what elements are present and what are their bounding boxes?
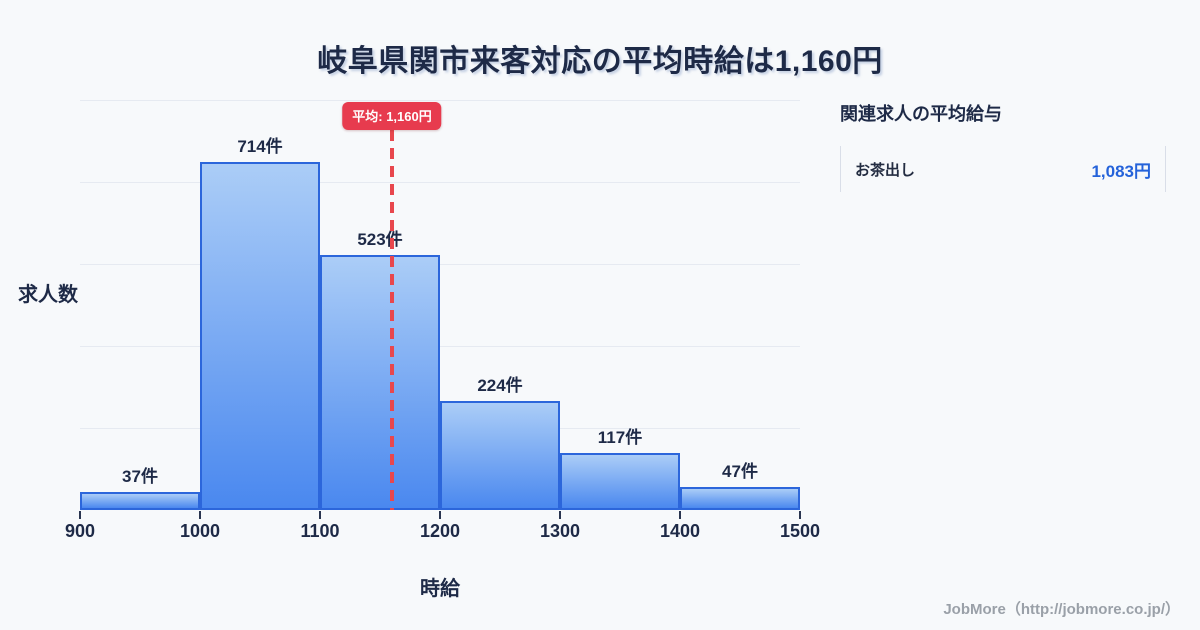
gridline <box>80 182 800 183</box>
x-axis-tick-label: 1200 <box>419 521 461 541</box>
x-axis-tick <box>799 511 801 519</box>
salary-row-value: 1,083円 <box>1091 161 1151 181</box>
bar-value-label: 37件 <box>122 466 158 486</box>
gridline <box>80 100 800 101</box>
x-axis-tick-label: 1100 <box>300 521 340 541</box>
y-axis-label: 求人数 <box>18 284 78 306</box>
x-axis-tick <box>679 511 681 519</box>
x-axis-label: 時給 <box>420 578 460 600</box>
histogram-bar <box>560 452 680 510</box>
salary-row-label: お茶出し <box>855 161 916 179</box>
x-axis-tick-label: 1000 <box>179 521 221 541</box>
page-title: 岐阜県関市来客対応の平均時給は1,160円 <box>317 45 883 78</box>
x-axis-tick-label: 1300 <box>539 521 581 541</box>
salary-row: お茶出し 1,083円 <box>840 146 1166 192</box>
histogram-bar <box>680 487 800 510</box>
histogram-bar <box>80 491 200 510</box>
x-axis-tick-label: 900 <box>64 521 96 541</box>
bar-value-label: 224件 <box>477 375 523 395</box>
mean-badge: 平均: 1,160円 <box>342 102 442 130</box>
side-panel-title: 関連求人の平均給与 <box>840 104 1002 124</box>
bar-value-label: 117件 <box>597 427 643 447</box>
plot-area: 37件 714件 523件 224件 117件 47件 900 1000 1100 1200 130… <box>65 100 820 541</box>
x-axis-tick <box>559 511 561 519</box>
gridline <box>80 346 800 347</box>
side-panel: 関連求人の平均給与 お茶出し 1,083円 <box>840 100 1166 192</box>
histogram-bar <box>440 400 560 510</box>
histogram-bar <box>320 254 440 510</box>
x-axis-tick <box>319 511 321 519</box>
mean-line <box>390 130 394 510</box>
bar-value-label: 523件 <box>357 229 403 249</box>
bar-value-label: 714件 <box>237 136 283 156</box>
footer-credit: JobMore（http://jobmore.co.jp/） <box>943 601 1180 618</box>
bar-value-label: 47件 <box>722 462 758 482</box>
x-axis-tick <box>439 511 441 519</box>
x-axis-tick <box>79 511 81 519</box>
x-axis-tick-label: 1500 <box>779 521 821 541</box>
x-axis-tick-label: 1400 <box>659 521 701 541</box>
histogram-bar <box>200 161 320 510</box>
x-axis-tick <box>199 511 201 519</box>
gridline <box>80 264 800 265</box>
